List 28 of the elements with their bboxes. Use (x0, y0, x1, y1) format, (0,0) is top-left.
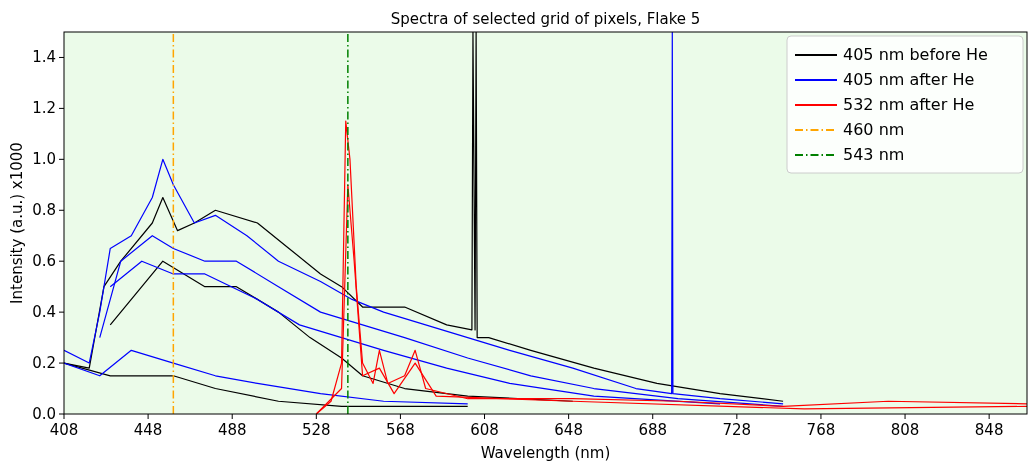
x-tick-label: 408 (49, 421, 79, 439)
x-tick-label: 808 (890, 421, 920, 439)
x-tick-label: 528 (301, 421, 331, 439)
legend-label: 405 nm before He (843, 45, 988, 64)
y-tick-label: 0.0 (32, 405, 56, 423)
x-tick-label: 848 (974, 421, 1004, 439)
x-tick-label: 728 (722, 421, 752, 439)
legend-label: 405 nm after He (843, 70, 975, 89)
y-axis-title: Intensity (a.u.) x1000 (8, 142, 26, 304)
y-tick-label: 0.6 (32, 252, 56, 271)
x-tick-label: 768 (806, 421, 836, 439)
x-tick-label: 448 (133, 421, 163, 439)
y-tick-label: 0.8 (32, 201, 56, 220)
y-tick-label: 0.2 (32, 354, 56, 373)
legend-label: 532 nm after He (843, 95, 975, 114)
chart-title: Spectra of selected grid of pixels, Flake 5 (390, 10, 701, 28)
legend-label: 543 nm (843, 145, 905, 164)
x-tick-label: 648 (554, 421, 583, 439)
y-tick-label: 1.4 (32, 48, 56, 67)
x-tick-label: 608 (470, 421, 499, 439)
y-tick-label: 1.0 (32, 150, 56, 169)
legend-label: 460 nm (843, 120, 905, 139)
y-tick-label: 1.2 (32, 99, 56, 118)
y-tick-label: 0.4 (32, 303, 56, 322)
x-tick-label: 488 (217, 421, 247, 439)
x-axis-title: Wavelength (nm) (480, 444, 611, 462)
x-tick-label: 568 (386, 421, 415, 439)
x-tick-label: 688 (638, 421, 668, 439)
